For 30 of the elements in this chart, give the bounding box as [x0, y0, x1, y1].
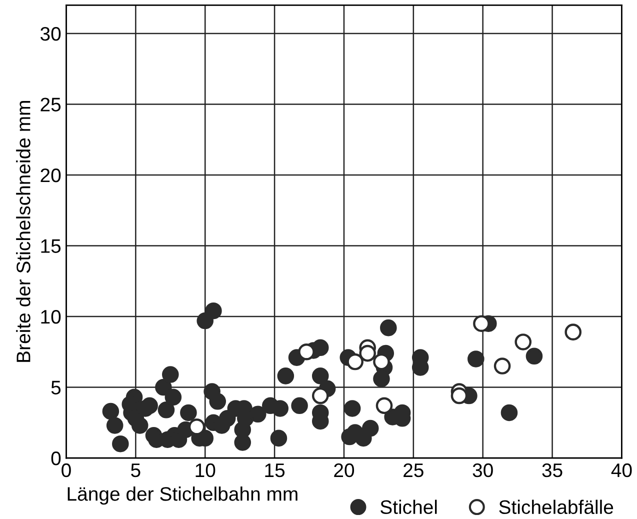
point	[346, 353, 364, 370]
y-tick-label: 5	[51, 380, 61, 394]
x-tick-label: 20	[334, 463, 354, 478]
point	[494, 358, 511, 374]
x-tick-label: 25	[404, 463, 424, 478]
point	[473, 315, 490, 332]
point	[514, 334, 532, 350]
x-tick-label: 35	[542, 463, 562, 478]
y-tick-label: 10	[41, 310, 61, 324]
legend-label: Stichel	[380, 500, 437, 514]
point	[359, 344, 376, 362]
x-axis-title: Länge der Stichelbahn mm	[68, 486, 298, 505]
x-tick-label: 15	[265, 464, 285, 478]
point	[376, 397, 393, 414]
y-tick-label: 30	[40, 26, 61, 41]
y-tick-label: 15	[41, 239, 61, 253]
x-tick-label: 5	[131, 464, 140, 478]
y-tick-label: 25	[40, 98, 61, 112]
point	[312, 387, 329, 404]
x-tick-label: 0	[62, 463, 71, 478]
x-tick-label: 30	[472, 463, 493, 478]
y-tick-label: 20	[40, 168, 61, 182]
point	[373, 353, 390, 370]
legend-label: Stichelabfälle	[499, 500, 614, 514]
x-tick-label: 40	[611, 463, 632, 478]
x-tick-label: 10	[196, 463, 216, 478]
y-axis-title: Breite der Stichelschneide mm	[16, 101, 30, 362]
point	[564, 324, 582, 340]
y-tick-label: 0	[51, 451, 61, 466]
point	[298, 343, 315, 360]
